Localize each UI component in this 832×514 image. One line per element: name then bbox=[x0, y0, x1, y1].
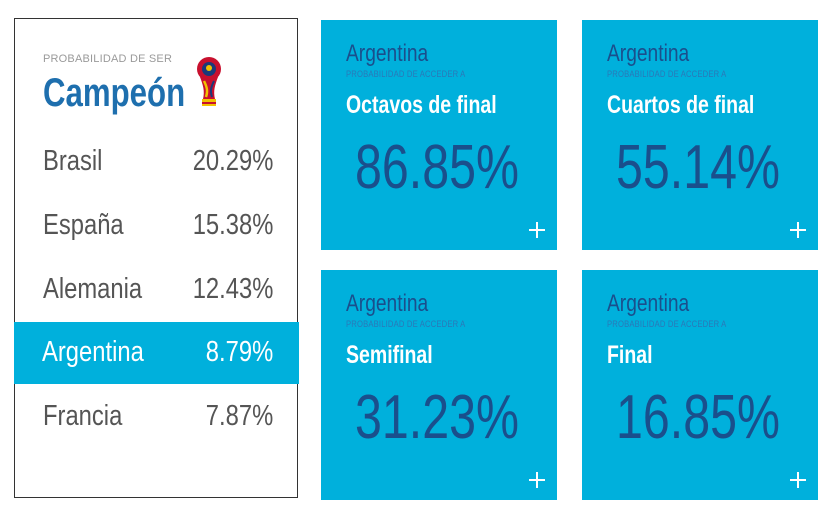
champion-probability-card: PROBABILIDAD DE SER Campeón Brasil 20.29… bbox=[14, 18, 299, 498]
team-probability: 8.79% bbox=[205, 336, 273, 368]
tile-subtitle: PROBABILIDAD DE ACCEDER A bbox=[607, 69, 727, 79]
team-name: Brasil bbox=[43, 145, 103, 177]
tile-stage: Octavos de final bbox=[346, 91, 497, 119]
tile-subtitle: PROBABILIDAD DE ACCEDER A bbox=[607, 319, 727, 329]
tile-team: Argentina bbox=[607, 290, 690, 317]
tile-subtitle: PROBABILIDAD DE ACCEDER A bbox=[346, 69, 466, 79]
tile-team: Argentina bbox=[346, 290, 429, 317]
team-probability: 20.29% bbox=[192, 145, 273, 177]
tile-stage: Final bbox=[607, 341, 653, 369]
champion-row: Francia 7.87% bbox=[15, 386, 299, 448]
champion-row: España 15.38% bbox=[15, 195, 299, 257]
team-name: Argentina bbox=[42, 336, 144, 368]
champion-title: Campeón bbox=[43, 71, 186, 115]
tile-team: Argentina bbox=[607, 40, 690, 67]
stage-tile-cuartos: Argentina PROBABILIDAD DE ACCEDER A Cuar… bbox=[582, 20, 818, 250]
tile-probability: 16.85% bbox=[616, 383, 781, 452]
team-probability: 12.43% bbox=[192, 273, 273, 305]
team-probability: 7.87% bbox=[205, 400, 273, 432]
champion-subtitle: PROBABILIDAD DE SER bbox=[43, 53, 173, 65]
stage-tile-final: Argentina PROBABILIDAD DE ACCEDER A Fina… bbox=[582, 270, 818, 500]
stage-tile-octavos: Argentina PROBABILIDAD DE ACCEDER A Octa… bbox=[321, 20, 557, 250]
plus-icon[interactable] bbox=[529, 472, 545, 488]
plus-icon[interactable] bbox=[790, 222, 806, 238]
tile-probability: 31.23% bbox=[355, 383, 520, 452]
team-probability: 15.38% bbox=[192, 209, 273, 241]
champion-row-highlighted: Argentina 8.79% bbox=[14, 322, 299, 384]
tile-subtitle: PROBABILIDAD DE ACCEDER A bbox=[346, 319, 466, 329]
champion-row: Brasil 20.29% bbox=[15, 131, 299, 193]
team-name: Alemania bbox=[43, 273, 143, 305]
team-name: España bbox=[43, 209, 124, 241]
champion-row: Alemania 12.43% bbox=[15, 259, 299, 321]
stage-tile-semifinal: Argentina PROBABILIDAD DE ACCEDER A Semi… bbox=[321, 270, 557, 500]
tile-stage: Cuartos de final bbox=[607, 91, 755, 119]
tile-team: Argentina bbox=[346, 40, 429, 67]
plus-icon[interactable] bbox=[529, 222, 545, 238]
tile-probability: 86.85% bbox=[355, 133, 520, 202]
tile-probability: 55.14% bbox=[616, 133, 781, 202]
tile-stage: Semifinal bbox=[346, 341, 433, 369]
team-name: Francia bbox=[43, 400, 123, 432]
plus-icon[interactable] bbox=[790, 472, 806, 488]
world-cup-trophy-icon bbox=[197, 57, 221, 106]
